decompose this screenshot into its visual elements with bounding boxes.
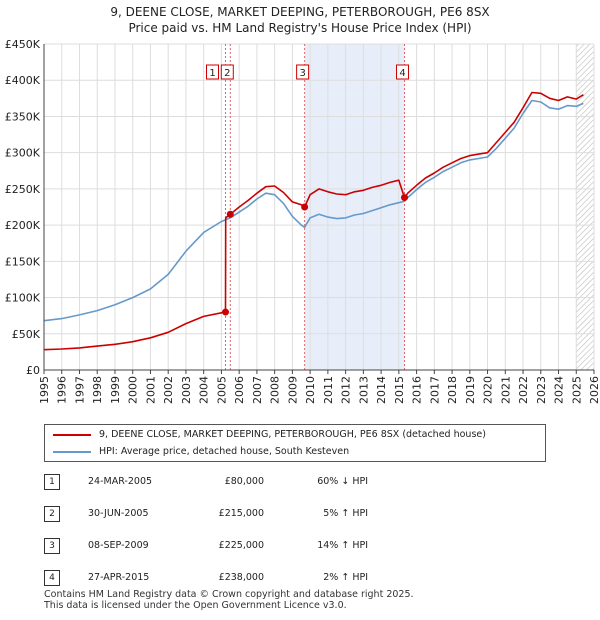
sale-marker-box-border: [396, 64, 410, 80]
x-tick-label: 2017: [428, 376, 441, 404]
transaction-number-badge: 3: [44, 538, 60, 554]
legend-label-property: 9, DEENE CLOSE, MARKET DEEPING, PETERBOR…: [99, 429, 486, 440]
x-tick-label: 2023: [535, 376, 548, 404]
y-tick-label: £50K: [12, 328, 41, 341]
x-tick-label: 2013: [357, 376, 370, 404]
sale-marker-label: 1: [209, 68, 215, 79]
x-tick-label: 2021: [499, 376, 512, 404]
x-tick-label: 2003: [180, 376, 193, 404]
y-tick-label: £350K: [5, 110, 41, 123]
transaction-number-badge: 2: [44, 506, 60, 522]
sale-point: [301, 203, 309, 211]
sale-marker-box-border: [206, 64, 219, 80]
y-tick-label: £250K: [5, 183, 41, 196]
sale-marker-box: 3: [296, 64, 310, 80]
x-tick-label: 1997: [73, 376, 86, 404]
transaction-row: 1 24-MAR-2005 £80,000 60% ↓ HPI: [44, 474, 464, 490]
sale-marker-box: 4: [396, 64, 410, 80]
x-tick-label: 2022: [517, 376, 530, 404]
transaction-row: 2 30-JUN-2005 £215,000 5% ↑ HPI: [44, 506, 464, 522]
y-tick-label: £450K: [5, 38, 41, 51]
transaction-row: 3 08-SEP-2009 £225,000 14% ↑ HPI: [44, 538, 464, 554]
transaction-date: 24-MAR-2005: [88, 476, 153, 487]
transaction-hpi-diff: 14% ↑ HPI: [317, 540, 368, 551]
y-tick-label: £200K: [5, 219, 41, 232]
x-tick-label: 2009: [286, 376, 299, 404]
x-tick-label: 2026: [588, 376, 600, 404]
transaction-row: 4 27-APR-2015 £238,000 2% ↑ HPI: [44, 570, 464, 586]
y-tick-label: £300K: [5, 147, 41, 160]
sale-marker-box: 2: [220, 64, 234, 80]
legend-label-hpi: HPI: Average price, detached house, Sout…: [99, 446, 350, 457]
x-tick-label: 2005: [215, 376, 228, 404]
y-tick-label: £400K: [5, 74, 41, 87]
transaction-price: £238,000: [218, 572, 264, 583]
x-tick-label: 2020: [482, 376, 495, 404]
chart-title-line2: Price paid vs. HM Land Registry's House …: [128, 21, 472, 35]
sale-marker-label: 4: [399, 68, 405, 79]
sale-point: [401, 194, 409, 202]
footer-line2: This data is licensed under the Open Gov…: [44, 600, 347, 611]
footer-line1: Contains HM Land Registry data © Crown c…: [44, 589, 414, 600]
transaction-number-badge: 1: [44, 474, 60, 490]
x-tick-label: 2011: [322, 376, 335, 404]
x-tick-label: 1995: [38, 376, 51, 404]
x-tick-label: 2019: [464, 376, 477, 404]
transaction-price: £225,000: [218, 540, 264, 551]
legend-swatch-hpi: [53, 451, 91, 453]
x-tick-label: 2004: [198, 376, 211, 404]
transaction-number-badge: 4: [44, 570, 60, 586]
transaction-hpi-diff: 60% ↓ HPI: [317, 476, 368, 487]
property-price-line: [43, 91, 584, 351]
y-tick-label: £0: [26, 364, 40, 377]
x-tick-label: 2007: [251, 376, 264, 404]
transaction-date: 08-SEP-2009: [88, 540, 149, 551]
chart-title-line1: 9, DEENE CLOSE, MARKET DEEPING, PETERBOR…: [110, 5, 490, 19]
x-tick-label: 2016: [411, 376, 424, 404]
x-tick-label: 2015: [393, 376, 406, 404]
x-tick-label: 2008: [269, 376, 282, 404]
y-tick-label: £150K: [5, 255, 41, 268]
x-tick-label: 2024: [553, 376, 566, 404]
footer-attribution: Contains HM Land Registry data © Crown c…: [44, 589, 414, 611]
x-tick-label: 2002: [162, 376, 175, 404]
x-tick-label: 2018: [446, 376, 459, 404]
sale-marker-label: 2: [224, 68, 230, 79]
sale-marker-label: 3: [299, 68, 305, 79]
x-tick-label: 1998: [91, 376, 104, 404]
transaction-date: 27-APR-2015: [88, 572, 150, 583]
sale-point: [222, 308, 229, 316]
x-tick-label: 2025: [570, 376, 583, 404]
y-tick-label: £100K: [5, 292, 41, 305]
transaction-hpi-diff: 5% ↑ HPI: [323, 508, 368, 519]
transaction-price: £215,000: [218, 508, 264, 519]
x-tick-label: 2001: [144, 376, 157, 404]
sale-marker-box-border: [220, 64, 234, 80]
sale-point: [226, 210, 234, 218]
x-tick-label: 2006: [233, 376, 246, 404]
hatched-region: [576, 44, 594, 370]
transaction-price: £80,000: [224, 476, 264, 487]
legend-swatch-property: [53, 434, 91, 436]
legend: 9, DEENE CLOSE, MARKET DEEPING, PETERBOR…: [44, 424, 546, 462]
x-tick-label: 1996: [56, 376, 69, 404]
hpi-line: [43, 99, 584, 322]
transaction-date: 30-JUN-2005: [88, 508, 149, 519]
sale-marker-box-border: [296, 64, 310, 80]
x-tick-label: 2014: [375, 376, 388, 404]
transaction-hpi-diff: 2% ↑ HPI: [323, 572, 368, 583]
shaded-period: [304, 44, 405, 370]
x-tick-label: 2010: [304, 376, 317, 404]
chart-title: 9, DEENE CLOSE, MARKET DEEPING, PETERBOR…: [0, 4, 600, 36]
sale-marker-box: 1: [206, 64, 219, 80]
x-tick-label: 1999: [109, 376, 122, 404]
x-tick-label: 2012: [340, 376, 353, 404]
x-tick-label: 2000: [127, 376, 140, 404]
